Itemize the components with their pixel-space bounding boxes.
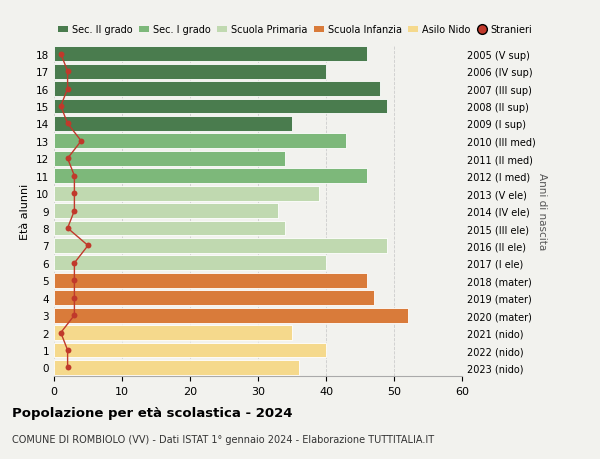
Point [56,329,65,336]
Text: COMUNE DI ROMBIOLO (VV) - Dati ISTAT 1° gennaio 2024 - Elaborazione TUTTITALIA.I: COMUNE DI ROMBIOLO (VV) - Dati ISTAT 1° … [12,434,434,444]
Text: Popolazione per età scolastica - 2024: Popolazione per età scolastica - 2024 [12,406,293,419]
Bar [54,239,387,253]
Point [56,51,65,58]
Y-axis label: Anni di nascita: Anni di nascita [537,173,547,250]
Bar [54,256,326,271]
Bar [54,117,292,132]
Point [63,347,73,354]
Bar [54,47,367,62]
Bar [54,151,285,166]
Legend: Sec. II grado, Sec. I grado, Scuola Primaria, Scuola Infanzia, Asilo Nido, Stran: Sec. II grado, Sec. I grado, Scuola Prim… [54,22,536,39]
Point [70,260,79,267]
Bar [54,291,374,306]
Bar [54,343,326,358]
Point [63,121,73,128]
Bar [54,325,292,340]
Bar [54,65,326,79]
Point [70,190,79,197]
Point [70,207,79,215]
Bar [54,186,319,201]
Point [70,312,79,319]
Bar [54,308,407,323]
Point [76,138,86,145]
Bar [54,82,380,97]
Bar [54,204,278,218]
Point [63,86,73,93]
Bar [54,273,367,288]
Bar [54,100,387,114]
Point [63,225,73,232]
Point [70,173,79,180]
Bar [54,169,367,184]
Point [63,155,73,162]
Point [83,242,93,250]
Point [56,103,65,111]
Point [70,294,79,302]
Point [63,68,73,76]
Point [70,277,79,285]
Point [63,364,73,371]
Bar [54,221,285,236]
Bar [54,360,299,375]
Bar [54,134,346,149]
Y-axis label: Età alunni: Età alunni [20,183,31,239]
